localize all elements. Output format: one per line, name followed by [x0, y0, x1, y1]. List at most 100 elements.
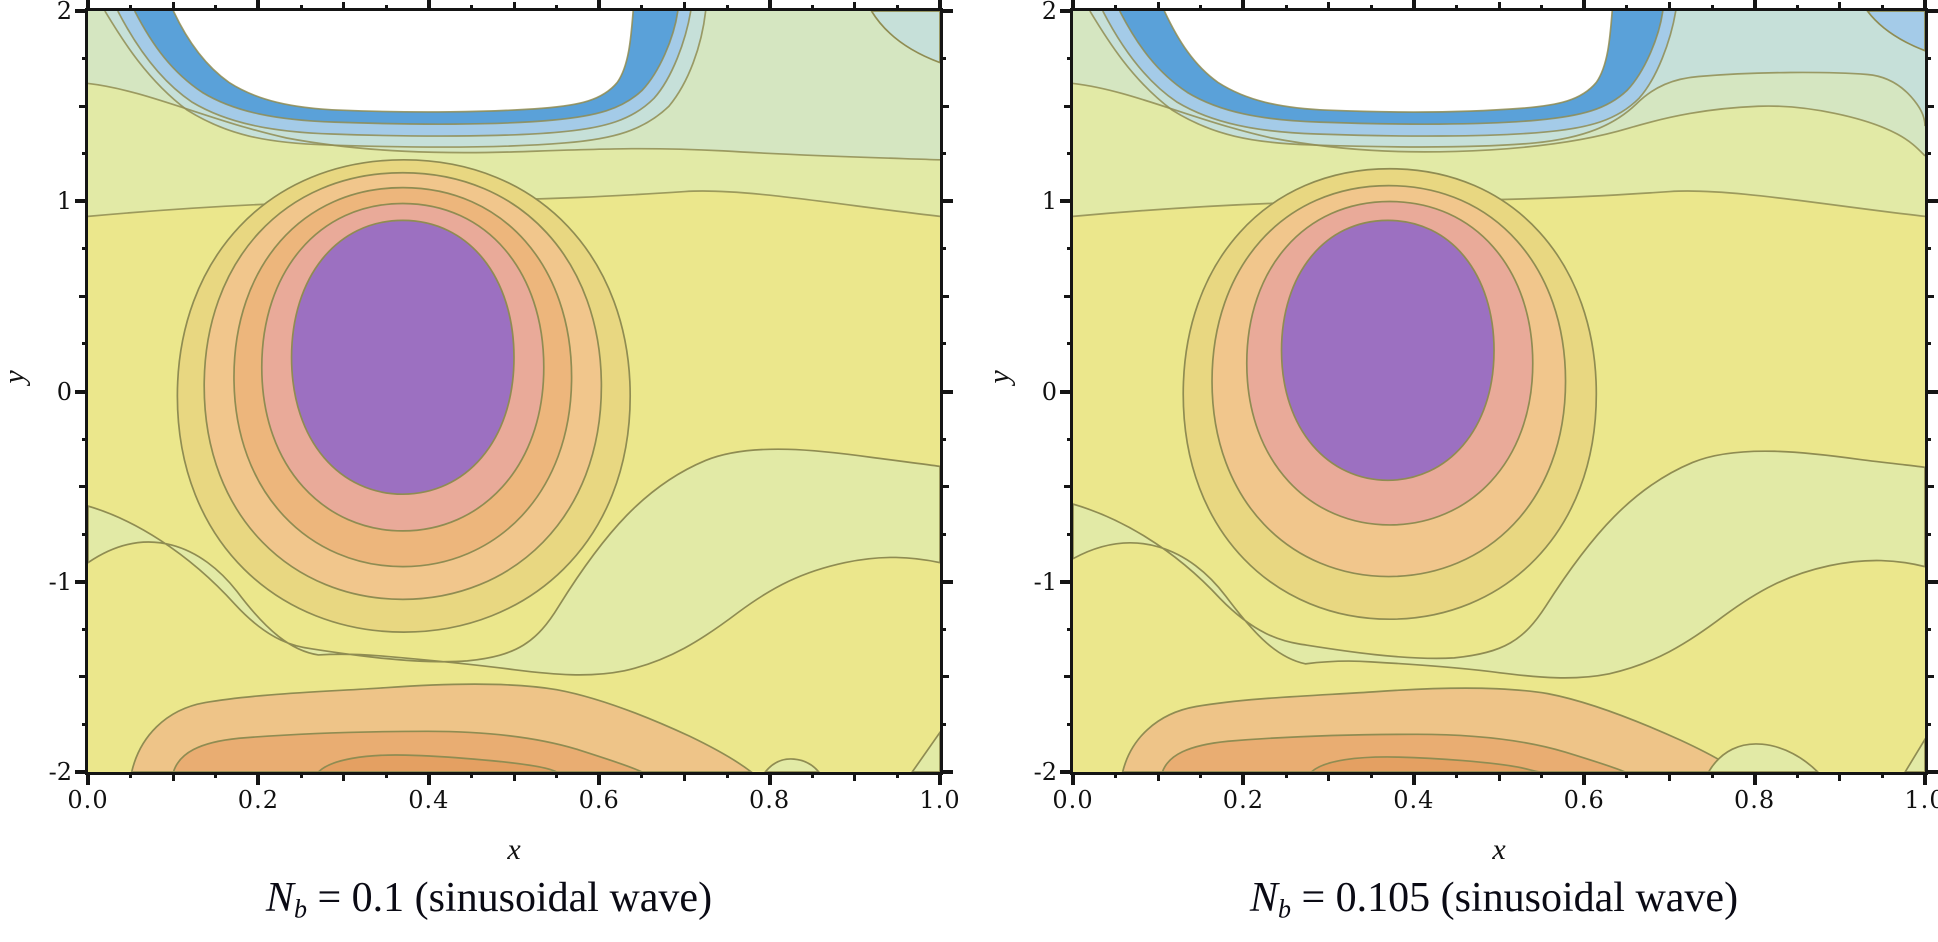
tick-mark	[1369, 772, 1373, 778]
tick-mark	[1067, 722, 1073, 726]
tick-mark	[299, 772, 303, 778]
tick-mark	[426, 772, 431, 785]
bottom-right-green-bump	[1707, 743, 1819, 772]
tick-mark	[1067, 57, 1073, 61]
tick-mark	[214, 5, 218, 11]
tick-mark	[1582, 0, 1587, 11]
tick-mark	[1067, 152, 1073, 156]
tick-mark	[1497, 772, 1501, 781]
tick-mark	[1071, 772, 1075, 785]
tick-mark	[79, 675, 88, 679]
peak-rings	[176, 158, 632, 633]
tick-mark	[682, 772, 686, 781]
tick-mark	[1925, 57, 1931, 61]
bottom-crest-bands	[130, 683, 940, 772]
x-axis-label: x	[507, 833, 521, 866]
tick-mark	[82, 57, 88, 61]
tick-mark	[1710, 772, 1714, 778]
tick-mark	[1156, 772, 1160, 781]
tick-mark	[1925, 532, 1931, 536]
tick-mark	[555, 5, 559, 11]
x-tick-label: 1.0	[1904, 786, 1938, 814]
tick-mark	[555, 772, 559, 778]
tick-mark	[129, 5, 133, 11]
tick-mark	[940, 579, 953, 584]
tick-mark	[1327, 2, 1331, 11]
tick-mark	[1925, 437, 1931, 441]
tick-mark	[940, 199, 953, 204]
tick-mark	[1241, 772, 1246, 785]
tick-mark	[1067, 247, 1073, 251]
bottom-crest-bands	[1121, 687, 1925, 772]
tick-mark	[1925, 675, 1934, 679]
tick-mark	[129, 772, 133, 778]
contour-plot-left: 0.0 0.2 0.4 0.6 0.8 1.0 2 1 0 -1 -2	[49, 0, 960, 814]
tick-mark	[1925, 104, 1934, 108]
contour-plot-right: 0.0 0.2 0.4 0.6 0.8 1.0 2 1 0 -1 -2	[1034, 0, 1938, 814]
tick-mark	[1284, 5, 1288, 11]
caption-right: Nb = 0.105 (sinusoidal wave)	[1065, 874, 1923, 925]
x-tick-label: 0.4	[1393, 786, 1435, 814]
tick-mark	[79, 485, 88, 489]
caption-variable: N	[265, 875, 294, 921]
tick-mark	[940, 57, 946, 61]
tick-mark	[940, 389, 953, 394]
tick-mark	[512, 2, 516, 11]
caption-left: Nb = 0.1 (sinusoidal wave)	[60, 874, 918, 925]
contour-plot-right-svg	[1073, 11, 1925, 772]
panel-left: y	[0, 0, 960, 942]
tick-mark	[1064, 675, 1073, 679]
caption-variable: N	[1249, 875, 1278, 921]
tick-mark	[82, 152, 88, 156]
tick-mark	[1795, 772, 1799, 778]
tick-mark	[1411, 772, 1416, 785]
tick-mark	[940, 722, 946, 726]
tick-mark	[940, 104, 949, 108]
tick-mark	[1060, 199, 1073, 204]
tick-mark	[1667, 2, 1671, 11]
tick-mark	[512, 772, 516, 781]
green-dip-strip	[88, 448, 940, 676]
tick-mark	[82, 532, 88, 536]
tick-mark	[75, 389, 88, 394]
tick-mark	[725, 5, 729, 11]
tick-mark	[940, 152, 946, 156]
x-tick-label: 0.0	[1052, 786, 1094, 814]
upper-band-stack	[88, 11, 940, 218]
peak-rings	[1182, 167, 1598, 621]
y-tick-label: 2	[1041, 0, 1057, 25]
tick-mark	[469, 5, 473, 11]
tick-mark	[640, 772, 644, 778]
tick-mark	[1060, 389, 1073, 394]
tick-mark	[1795, 5, 1799, 11]
tick-mark	[1925, 152, 1931, 156]
tick-mark	[1880, 5, 1884, 11]
tick-mark	[384, 5, 388, 11]
panel-right: y	[982, 0, 1938, 942]
tick-mark	[1925, 770, 1938, 774]
tick-mark	[426, 0, 431, 11]
y-tick-label: -2	[1033, 758, 1057, 786]
caption-subscript: b	[1277, 894, 1291, 924]
y-axis-label: y	[982, 370, 1016, 384]
tick-mark	[1838, 772, 1842, 781]
tick-mark	[597, 0, 602, 11]
tick-mark	[342, 772, 346, 781]
y-tick-label: 2	[56, 0, 72, 25]
tick-mark	[1880, 772, 1884, 778]
peak-core	[290, 219, 515, 496]
tick-mark	[1925, 294, 1934, 298]
tick-mark	[82, 627, 88, 631]
tick-mark	[299, 5, 303, 11]
tick-mark	[1923, 0, 1927, 11]
tick-mark	[1067, 627, 1073, 631]
tick-mark	[853, 772, 857, 781]
green-dip-strip	[1073, 450, 1925, 679]
y-tick-label: 1	[1041, 187, 1057, 216]
tick-mark	[1625, 772, 1629, 778]
tick-mark	[75, 9, 88, 13]
top-right-corner-wedge	[870, 11, 940, 64]
y-axis-label: y	[0, 370, 31, 384]
bottom-right-corner-wedge	[911, 730, 940, 772]
